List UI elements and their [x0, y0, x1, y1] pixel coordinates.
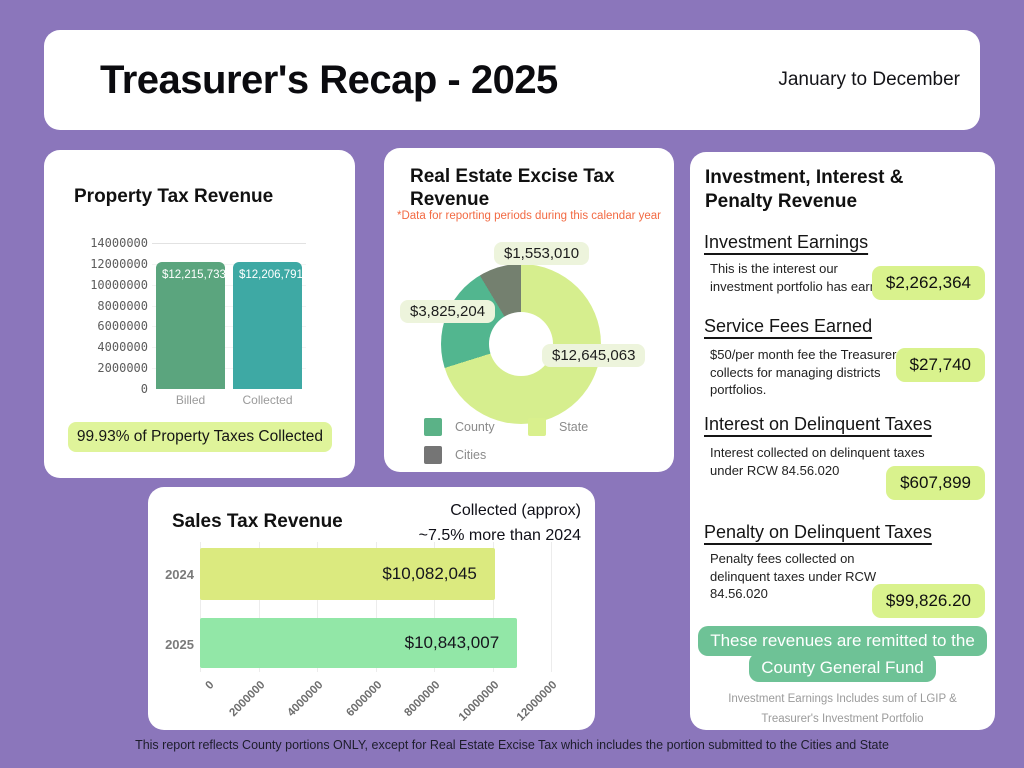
- y-tick: 0: [140, 382, 148, 396]
- y-tick: 8000000: [97, 299, 148, 313]
- gridline: [152, 326, 306, 328]
- gridline: [152, 243, 306, 244]
- sales-2024-bar: $10,082,045: [200, 548, 495, 600]
- section-body: $50/per month fee the Treasurer collects…: [710, 347, 897, 398]
- reet-title: Real Estate Excise Tax Revenue: [410, 166, 615, 210]
- sales-annotation: Collected (approx) ~7.5% more than 2024: [418, 502, 581, 544]
- billed-bar: $12,215,733: [156, 261, 226, 389]
- section-heading-interest-delinquent: Interest on Delinquent Taxes: [704, 414, 932, 434]
- section-body: This is the interest our investment port…: [710, 261, 892, 294]
- property-bar-chart: $12,215,733 $12,206,791: [152, 243, 306, 389]
- sales-2025-value: $10,843,007: [404, 633, 500, 652]
- highlight-line1: These revenues are remitted to the: [698, 626, 987, 656]
- category-2024: 2024: [165, 567, 194, 582]
- highlight-line2: County General Fund: [749, 652, 936, 682]
- county-slice-label: $3,825,204: [400, 300, 496, 323]
- collected-value-label: $12,206,791: [239, 268, 303, 281]
- page-title: Treasurer's Recap - 2025: [100, 57, 558, 102]
- section-heading-penalty-delinquent: Penalty on Delinquent Taxes: [704, 522, 932, 542]
- sales-tax-title: Sales Tax Revenue: [172, 511, 343, 532]
- interest-delinquent-value: $607,899: [886, 466, 985, 500]
- state-swatch: [528, 418, 546, 436]
- county-swatch: [424, 418, 442, 436]
- section-body: Interest collected on delinquent taxes u…: [710, 445, 925, 478]
- legend-item-cities: Cities: [424, 446, 486, 464]
- investment-card: Investment, Interest & Penalty Revenue I…: [690, 152, 995, 730]
- property-tax-title: Property Tax Revenue: [74, 186, 274, 207]
- billed-value-label: $12,215,733: [162, 268, 226, 281]
- gridline: [200, 542, 201, 672]
- section-heading-service-fees: Service Fees Earned: [704, 316, 873, 336]
- county-legend-label: County: [455, 420, 495, 434]
- cities-swatch: [424, 446, 442, 464]
- gridline: [152, 305, 306, 307]
- property-tax-card: Property Tax Revenue 14000000 12000000 1…: [44, 150, 355, 478]
- y-tick: 14000000: [90, 236, 148, 250]
- service-fees-value: $27,740: [895, 348, 985, 382]
- y-tick: 6000000: [97, 319, 148, 333]
- cities-slice-label: $1,553,010: [494, 242, 590, 265]
- section-body: Penalty fees collected on delinquent tax…: [710, 551, 877, 602]
- remitted-highlight: These revenues are remitted to the Count…: [690, 626, 995, 682]
- sales-2025-bar: $10,843,007: [200, 618, 518, 668]
- x-category-billed: Billed: [175, 393, 206, 407]
- gridline: [551, 542, 552, 672]
- legend-item-county: County: [424, 418, 495, 436]
- x-category-collected: Collected: [242, 393, 293, 407]
- section-heading-investment-earnings: Investment Earnings: [704, 232, 869, 252]
- investment-footnote: Investment Earnings Includes sum of LGIP…: [728, 693, 957, 725]
- report-period: January to December: [778, 69, 960, 90]
- gridline: [375, 542, 377, 672]
- collected-bar: $12,206,791: [233, 261, 303, 389]
- investment-earnings-value: $2,262,364: [871, 266, 985, 300]
- sales-2024-value: $10,082,045: [382, 564, 477, 583]
- sales-tax-card: Sales Tax Revenue Collected (approx) ~7.…: [148, 487, 595, 730]
- reet-card: Real Estate Excise Tax Revenue *Data for…: [384, 148, 674, 472]
- y-tick: 2000000: [97, 361, 148, 375]
- investment-title: Investment, Interest & Penalty Revenue: [705, 167, 904, 212]
- gridline: [152, 347, 306, 349]
- state-slice-label: $12,645,063: [542, 344, 646, 367]
- gridline: [152, 368, 306, 370]
- gridline: [258, 542, 260, 672]
- y-tick: 10000000: [90, 278, 148, 292]
- page-footer: This report reflects County portions ONL…: [135, 738, 889, 752]
- gridline: [152, 284, 306, 286]
- penalty-delinquent-value: $99,826.20: [871, 584, 985, 618]
- y-tick: 4000000: [97, 340, 148, 354]
- y-tick: 12000000: [90, 257, 148, 271]
- property-tax-note: 99.93% of Property Taxes Collected: [68, 422, 332, 452]
- cities-legend-label: Cities: [455, 448, 487, 462]
- category-2025: 2025: [165, 637, 194, 652]
- gridline: [317, 542, 318, 672]
- header-card: Treasurer's Recap - 2025 January to Dece…: [44, 30, 980, 130]
- reet-note: *Data for reporting periods during this …: [396, 210, 661, 222]
- gridline: [434, 542, 435, 672]
- legend-item-state: State: [528, 418, 588, 436]
- gridline: [492, 542, 494, 672]
- gridline: [152, 263, 306, 265]
- state-legend-label: State: [559, 420, 589, 434]
